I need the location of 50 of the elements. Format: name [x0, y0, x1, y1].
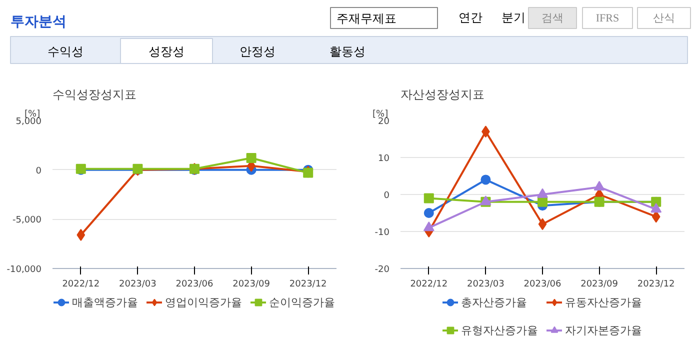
y-tick-label: -5,000 [12, 216, 42, 226]
x-tick-label: 2023/12 [637, 280, 675, 290]
point [424, 208, 434, 218]
x-tick-label: 2023/12 [289, 280, 327, 290]
x-tick-label: 2023/03 [467, 280, 504, 290]
text: 투자분석 [10, 15, 66, 30]
x-tick-label: 2023/06 [176, 280, 214, 290]
y-tick-label: 20 [378, 117, 390, 127]
x-tick-label: 2023/09 [580, 280, 618, 290]
text: 성장성 [148, 44, 184, 58]
point [594, 180, 605, 190]
y-tick-label: 0 [384, 191, 390, 201]
point [538, 218, 547, 230]
y-tick-label: 0 [36, 166, 42, 176]
point [537, 188, 548, 198]
y-tick-label: -10 [374, 228, 390, 238]
text: 안정성 [240, 44, 276, 58]
legend-label: 유형자산증가율 [461, 322, 538, 338]
y-tick-label: 10 [378, 154, 390, 164]
text: 분기 [502, 10, 526, 24]
x-tick-label: 2022/12 [410, 280, 448, 290]
y-tick-label: -20 [374, 265, 390, 275]
point [480, 174, 491, 185]
point [538, 196, 548, 207]
point [76, 228, 86, 241]
x-tick-label: 2022/12 [62, 280, 100, 290]
legend-label: 자기자본증가율 [565, 322, 642, 338]
text: IFRS [596, 12, 620, 24]
point [423, 222, 434, 232]
legend-label: 영업이익증가율 [165, 294, 242, 310]
y-tick-label: 5,000 [16, 117, 42, 127]
x-tick-label: 2023/03 [119, 280, 156, 290]
y-tick-label: -10,000 [6, 265, 42, 275]
legend-label: 순이익증가율 [269, 294, 335, 310]
point [650, 203, 662, 213]
x-tick-label: 2023/09 [232, 280, 270, 290]
text: 주재무제표 [336, 12, 396, 26]
legend-label: 매출액증가율 [72, 294, 138, 310]
legend-label: 총자산증가율 [461, 294, 527, 310]
text: 연간 [458, 10, 482, 24]
text: 산식 [653, 12, 675, 24]
x-tick-label: 2023/06 [524, 280, 562, 290]
point [424, 193, 434, 204]
text: 수익성 [48, 44, 84, 58]
chart-title: 자산성장성지표 [400, 88, 484, 102]
point [246, 152, 256, 163]
legend-label: 유동자산증가율 [565, 294, 642, 310]
chart-title: 수익성장성지표 [52, 88, 136, 102]
text: 활동성 [330, 44, 366, 58]
text: 검색 [542, 12, 564, 24]
